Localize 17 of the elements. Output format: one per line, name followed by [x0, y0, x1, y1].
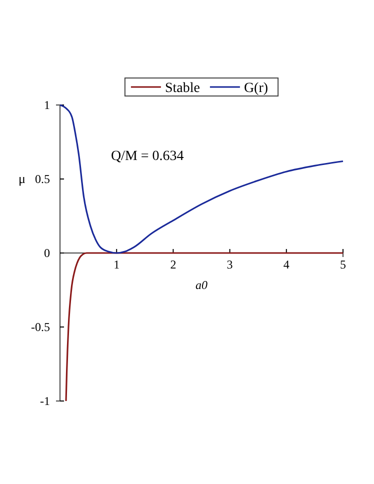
y-tick-label: 1: [44, 98, 50, 112]
y-tick-label: -0.5: [31, 320, 50, 334]
line-series: [59, 104, 344, 254]
x-tick-label: 3: [226, 258, 233, 272]
x-axis-title: a0: [196, 278, 208, 292]
legend-label: G(r): [244, 81, 268, 96]
x-tick-label: 2: [170, 258, 176, 272]
y-tick-label: -1: [40, 394, 50, 408]
x-tick-label: 5: [340, 258, 346, 272]
y-tick-label: 0: [44, 246, 50, 260]
legend-label: Stable: [164, 81, 200, 96]
line-series: [65, 252, 344, 402]
y-tick-label: 0.5: [35, 172, 50, 186]
x-tick-label: 1: [114, 258, 120, 272]
x-tick-label: 4: [283, 258, 290, 272]
annotation: Q/M = 0.634: [110, 149, 184, 164]
y-axis-title: μ: [18, 171, 26, 186]
